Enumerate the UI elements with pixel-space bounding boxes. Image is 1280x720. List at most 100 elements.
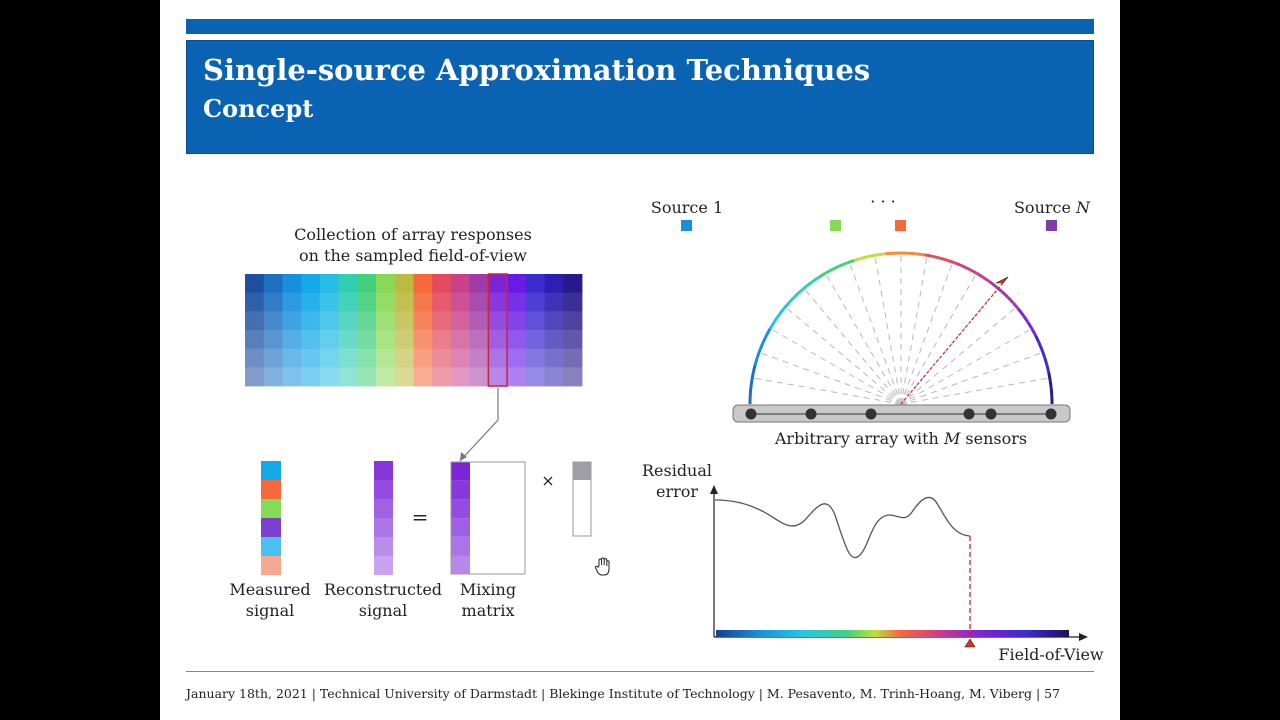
reconstructed-label-line2: signal xyxy=(359,601,408,620)
grid-cell xyxy=(488,311,508,331)
reconstructed-entry xyxy=(374,480,393,499)
fov-arc-segment xyxy=(1021,314,1029,323)
grid-cell xyxy=(301,274,321,294)
grid-cell xyxy=(413,311,433,331)
grid-cell xyxy=(563,311,583,331)
grid-cell xyxy=(357,274,377,294)
fov-arc-segment xyxy=(954,261,964,268)
grid-cell xyxy=(263,311,283,331)
grid-cell xyxy=(488,367,508,387)
grid-cell xyxy=(432,292,452,312)
sensor-dot xyxy=(963,408,975,420)
source-square xyxy=(681,220,692,231)
grid-cell xyxy=(319,348,340,368)
measured-entry xyxy=(261,480,281,499)
grid-cell xyxy=(432,367,452,387)
fov-arc-segment xyxy=(761,334,768,344)
grid-cell xyxy=(488,348,508,368)
grid-cell xyxy=(413,274,433,294)
grid-cell xyxy=(544,311,564,331)
grid-cell xyxy=(338,311,358,331)
fov-arc-segment xyxy=(805,280,814,288)
grid-cell xyxy=(488,330,508,350)
fov-spoke xyxy=(909,328,1033,400)
grid-cell xyxy=(563,292,583,312)
grid-cell xyxy=(413,330,433,350)
fov-arc-segment xyxy=(1030,327,1037,337)
hand-cursor-icon xyxy=(594,557,610,576)
grid-cell xyxy=(282,311,302,331)
fov-arc-segment xyxy=(1006,296,1015,304)
source-square xyxy=(895,220,906,231)
doa-triangle-marker xyxy=(995,276,1009,284)
sensor-dot xyxy=(745,408,757,420)
residual-xlabel: Field-of-View xyxy=(998,645,1104,664)
fov-arc-segment xyxy=(947,258,956,265)
slide-footer: January 18th, 2021 | Technical Universit… xyxy=(186,686,1061,701)
grid-cell xyxy=(376,348,396,368)
grid-cell xyxy=(488,292,508,312)
source-last-label: Source N xyxy=(1014,198,1091,217)
grid-cell xyxy=(338,348,358,368)
grid-cell xyxy=(525,311,545,331)
fov-spoke xyxy=(758,351,892,402)
reconstructed-entry xyxy=(374,537,393,556)
fov-spoke xyxy=(785,306,894,398)
grid-cell xyxy=(394,330,414,350)
fov-arc-segment xyxy=(777,308,785,317)
reconstructed-entry xyxy=(374,461,393,480)
grid-cell xyxy=(376,367,396,387)
fov-spoke xyxy=(874,255,900,395)
grid-cell xyxy=(507,330,527,350)
footer-rule xyxy=(186,671,1094,672)
mixing-entry xyxy=(451,536,470,556)
grid-cell xyxy=(469,367,489,387)
grid-cell xyxy=(432,274,452,294)
mixing-matrix xyxy=(451,462,470,575)
fov-arc-segment xyxy=(751,364,757,373)
fov-arc-segment xyxy=(1001,290,1009,299)
sensor-dot xyxy=(1045,408,1057,420)
times-sign: × xyxy=(541,471,554,490)
equals-sign: = xyxy=(412,505,429,529)
grid-cell xyxy=(263,367,283,387)
residual-y-axis-arrow xyxy=(710,485,718,494)
grid-cell xyxy=(245,274,265,294)
mixing-entry xyxy=(451,518,470,537)
fov-arc-segment xyxy=(1026,320,1034,330)
grid-cell xyxy=(357,330,377,350)
fov-arc-segment xyxy=(749,380,754,389)
sensor-elements xyxy=(745,408,1057,420)
selected-column-highlight xyxy=(487,273,508,387)
fov-arc-segment xyxy=(758,341,765,351)
grid-cell xyxy=(563,330,583,350)
grid-cell xyxy=(263,274,283,294)
grid-cell xyxy=(376,330,396,350)
collection-caption-line1: Collection of array responses xyxy=(294,225,532,244)
grid-cell xyxy=(469,311,489,331)
fov-arc-segment xyxy=(1049,388,1054,397)
fov-arc-segment xyxy=(1034,334,1041,344)
grid-cell xyxy=(282,330,302,350)
reconstructed-entry xyxy=(374,518,393,537)
grid-cell xyxy=(544,330,564,350)
fov-arc-segment xyxy=(1047,372,1052,381)
residual-ylabel-line1: Residual xyxy=(642,461,712,480)
fov-arc-segment xyxy=(869,253,878,258)
fov-arc-segment xyxy=(750,372,755,381)
grid-cell xyxy=(301,367,321,387)
grid-cell xyxy=(432,311,452,331)
reconstructed-signal-vector xyxy=(374,461,393,575)
fov-arc-segment xyxy=(885,251,894,256)
grid-cell xyxy=(245,367,265,387)
fov-arc-segment xyxy=(975,271,985,279)
fov-arc-segment xyxy=(811,276,820,284)
mixing-entry xyxy=(451,480,470,500)
grid-cell xyxy=(507,348,527,368)
grid-cell xyxy=(563,274,583,294)
grid-cell xyxy=(394,367,414,387)
grid-cell xyxy=(544,348,564,368)
grid-cell xyxy=(263,330,283,350)
slide-title: Single-source Approximation Techniques xyxy=(203,53,871,87)
residual-ylabel-line2: error xyxy=(656,482,698,501)
